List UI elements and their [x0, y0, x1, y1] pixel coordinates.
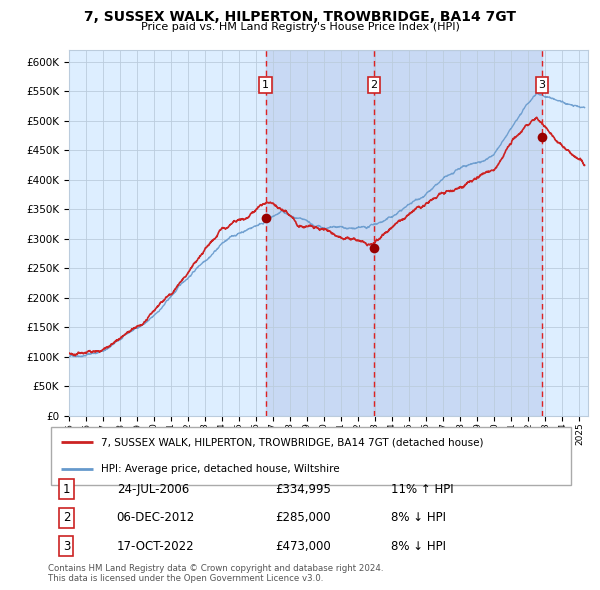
Text: £334,995: £334,995 [275, 483, 331, 496]
Text: 24-JUL-2006: 24-JUL-2006 [116, 483, 189, 496]
Text: HPI: Average price, detached house, Wiltshire: HPI: Average price, detached house, Wilt… [101, 464, 340, 474]
Text: £473,000: £473,000 [275, 540, 331, 553]
Text: 3: 3 [538, 80, 545, 90]
Text: 2: 2 [371, 80, 377, 90]
Text: 1: 1 [63, 483, 70, 496]
FancyBboxPatch shape [50, 427, 571, 485]
Bar [374, 50, 542, 416]
Text: 2: 2 [63, 511, 70, 525]
Text: Contains HM Land Registry data © Crown copyright and database right 2024.
This d: Contains HM Land Registry data © Crown c… [48, 563, 383, 583]
Text: £285,000: £285,000 [275, 511, 331, 525]
Text: 11% ↑ HPI: 11% ↑ HPI [391, 483, 454, 496]
Text: 7, SUSSEX WALK, HILPERTON, TROWBRIDGE, BA14 7GT: 7, SUSSEX WALK, HILPERTON, TROWBRIDGE, B… [84, 10, 516, 24]
Bar [266, 50, 374, 416]
Text: 3: 3 [63, 540, 70, 553]
Text: 8% ↓ HPI: 8% ↓ HPI [391, 511, 446, 525]
Text: 17-OCT-2022: 17-OCT-2022 [116, 540, 194, 553]
Text: Price paid vs. HM Land Registry's House Price Index (HPI): Price paid vs. HM Land Registry's House … [140, 22, 460, 32]
Text: 06-DEC-2012: 06-DEC-2012 [116, 511, 195, 525]
Text: 8% ↓ HPI: 8% ↓ HPI [391, 540, 446, 553]
Text: 1: 1 [262, 80, 269, 90]
Text: 7, SUSSEX WALK, HILPERTON, TROWBRIDGE, BA14 7GT (detached house): 7, SUSSEX WALK, HILPERTON, TROWBRIDGE, B… [101, 437, 484, 447]
